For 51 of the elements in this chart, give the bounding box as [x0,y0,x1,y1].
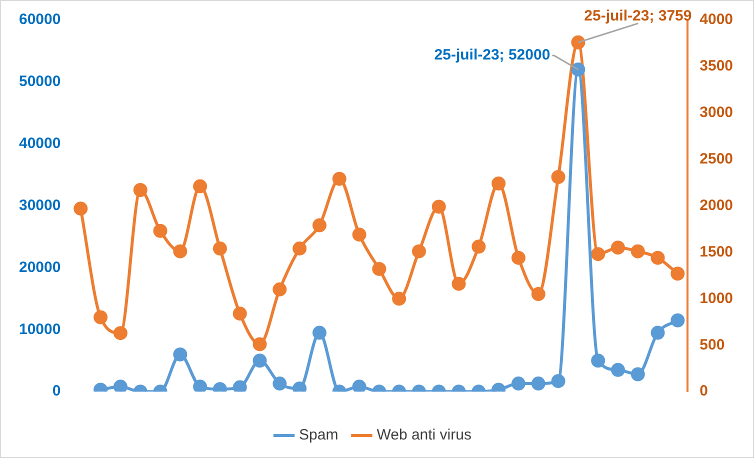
y2-tick-label: 2500 [700,150,734,168]
point [232,306,247,321]
point [531,287,546,302]
point [133,183,148,198]
point [511,250,526,265]
point [332,172,346,186]
point [452,276,466,291]
point [571,35,586,50]
y2-tick-label: 1000 [700,290,734,307]
point [591,247,606,262]
y2-tick-label: 0 [700,382,708,400]
point [312,218,326,232]
point [472,240,486,254]
point [352,228,366,242]
y-tick-label: 20000 [18,258,61,276]
point [392,292,406,306]
point [272,282,287,296]
legend-label: Web anti virus [376,426,472,444]
point [432,200,446,214]
point [650,250,665,265]
data-label: 25-juil-23; 52000 [434,46,550,64]
point [153,224,168,238]
point [94,310,108,324]
y2-tick-label: 3000 [700,104,734,122]
y-tick-label: 10000 [18,320,61,338]
y2-tick-label: 3500 [700,58,734,75]
y-tick-label: 0 [52,382,61,400]
y2-tick-label: 2000 [700,196,734,214]
y2-tick-label: 500 [700,336,725,354]
point [610,240,625,255]
y-tick-label: 40000 [18,135,61,152]
point [193,179,208,194]
point [372,262,386,276]
y-tick-label: 60000 [18,11,61,28]
point [292,242,307,256]
point [173,244,188,258]
point [113,326,128,340]
point [212,242,227,256]
point [252,337,267,352]
y2-tick-label: 4000 [700,11,734,28]
y-tick-label: 50000 [18,73,61,90]
data-label: 25-juil-23; 3759 [584,8,692,25]
y-tick-label: 30000 [18,196,61,214]
point [670,266,685,281]
point [630,244,645,258]
point [492,176,506,191]
point [74,202,88,216]
y2-tick-label: 1500 [700,243,734,260]
point [551,170,566,184]
legend-label: Spam [299,426,338,444]
point [412,244,426,258]
